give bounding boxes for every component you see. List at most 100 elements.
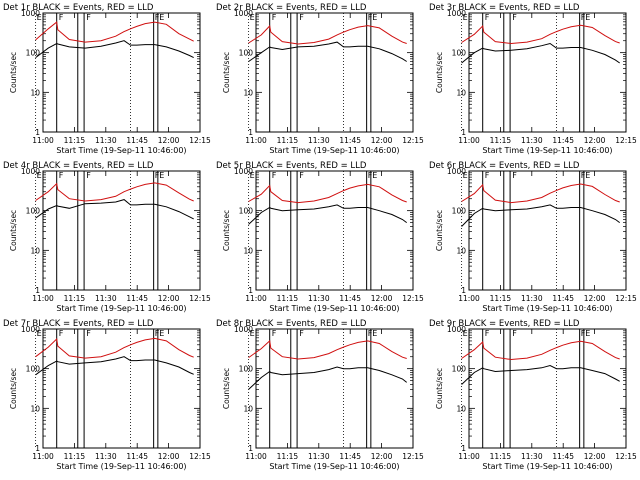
subplot-title: Det 6r BLACK = Events, RED = LLD (429, 161, 580, 171)
marker-label: F (86, 171, 91, 180)
x-tick-label: 11:45 (339, 136, 361, 145)
x-tick-label: 11:00 (458, 136, 480, 145)
marker-label: F (512, 171, 517, 180)
marker-label: F (59, 329, 64, 338)
x-tick-label: 12:00 (371, 294, 393, 303)
marker-label: F (299, 171, 304, 180)
marker-label: F (512, 13, 517, 22)
x-tick-label: 11:30 (308, 136, 330, 145)
marker-label: FE (368, 329, 378, 338)
series-lld-line (248, 339, 407, 360)
x-tick-label: 11:30 (95, 136, 117, 145)
y-tick-label: 1000 (21, 167, 40, 176)
series-lld-line (461, 183, 620, 204)
x-tick-label: 11:00 (245, 452, 267, 461)
y-tick-label: 10 (243, 88, 253, 97)
x-tick-label: 12:00 (584, 294, 606, 303)
x-tick-label: 11:15 (277, 294, 299, 303)
y-axis-label: Counts/sec (9, 210, 18, 251)
x-tick-label: 11:00 (32, 136, 54, 145)
y-tick-label: 1 (35, 128, 40, 137)
marker-label: FE (581, 171, 591, 180)
y-tick-label: 1000 (21, 325, 40, 334)
marker-label: F (59, 171, 64, 180)
series-lld-line (461, 24, 620, 45)
x-tick-label: 11:00 (245, 294, 267, 303)
x-tick-label: 12:15 (189, 452, 211, 461)
y-tick-label: 100 (239, 207, 254, 216)
marker-label: E (463, 13, 468, 22)
y-tick-label: 100 (239, 49, 254, 58)
plot-frame (468, 12, 627, 133)
subplot-title: Det 9r BLACK = Events, RED = LLD (429, 319, 580, 329)
x-tick-label: 11:45 (126, 136, 148, 145)
marker-label: E (250, 13, 255, 22)
x-tick-label: 11:45 (552, 136, 574, 145)
marker-label: F (272, 171, 277, 180)
marker-label: F (512, 329, 517, 338)
x-axis-label: Start Time (19-Sep-11 10:46:00) (56, 146, 186, 155)
series-lld-line (461, 340, 620, 361)
y-tick-label: 1000 (447, 325, 466, 334)
y-tick-label: 1000 (234, 167, 253, 176)
y-axis-label: Counts/sec (222, 52, 231, 93)
subplot-title: Det 2r BLACK = Events, RED = LLD (216, 3, 367, 13)
x-tick-label: 11:30 (521, 452, 543, 461)
plot-frame (42, 328, 201, 449)
x-tick-label: 11:00 (32, 452, 54, 461)
x-tick-label: 12:00 (158, 294, 180, 303)
x-tick-label: 11:15 (490, 294, 512, 303)
marker-label: F (299, 13, 304, 22)
x-tick-label: 12:00 (371, 136, 393, 145)
marker-label: FE (368, 171, 378, 180)
x-tick-label: 12:15 (615, 452, 637, 461)
series-events-line (35, 356, 194, 376)
y-tick-label: 1000 (447, 167, 466, 176)
x-tick-label: 11:15 (64, 136, 86, 145)
marker-label: E (37, 13, 42, 22)
y-tick-label: 1 (248, 444, 253, 453)
x-axis-label: Start Time (19-Sep-11 10:46:00) (482, 462, 612, 471)
subplot-4: Det 4r BLACK = Events, RED = LLD 1 10 100 10… (3, 161, 211, 313)
series-lld-line (35, 21, 194, 43)
subplot-title: Det 3r BLACK = Events, RED = LLD (429, 3, 580, 13)
y-axis-label: Counts/sec (435, 368, 444, 409)
subplot-3: Det 3r BLACK = Events, RED = LLD 1 10 100 10… (429, 3, 637, 155)
marker-label: F (485, 171, 490, 180)
x-tick-label: 11:15 (277, 452, 299, 461)
series-lld-line (35, 182, 194, 202)
y-tick-label: 1000 (21, 9, 40, 18)
marker-label: FE (155, 171, 165, 180)
y-tick-label: 10 (30, 88, 40, 97)
marker-label: FE (368, 13, 378, 22)
y-tick-label: 10 (456, 88, 466, 97)
marker-label: E (250, 329, 255, 338)
y-tick-label: 1 (461, 444, 466, 453)
plot-frame (42, 170, 201, 291)
x-tick-label: 11:15 (277, 136, 299, 145)
x-tick-label: 12:00 (584, 136, 606, 145)
series-events-line (248, 366, 408, 390)
x-axis-label: Start Time (19-Sep-11 10:46:00) (269, 146, 399, 155)
x-tick-label: 11:15 (490, 452, 512, 461)
marker-label: FE (581, 13, 591, 22)
marker-label: E (250, 171, 255, 180)
x-axis-label: Start Time (19-Sep-11 10:46:00) (269, 462, 399, 471)
x-tick-label: 12:15 (402, 136, 424, 145)
y-tick-label: 100 (452, 49, 467, 58)
y-tick-label: 1000 (447, 9, 466, 18)
y-axis-label: Counts/sec (222, 210, 231, 251)
y-tick-label: 100 (452, 207, 467, 216)
x-tick-label: 11:00 (245, 136, 267, 145)
plot-frame (468, 170, 627, 291)
x-tick-label: 12:00 (371, 452, 393, 461)
x-axis-label: Start Time (19-Sep-11 10:46:00) (482, 304, 612, 313)
y-tick-label: 10 (243, 404, 253, 413)
marker-label: F (86, 13, 91, 22)
y-tick-label: 1000 (234, 9, 253, 18)
x-tick-label: 11:30 (95, 294, 117, 303)
y-tick-label: 1 (35, 286, 40, 295)
marker-label: E (37, 329, 42, 338)
y-tick-label: 1000 (234, 325, 253, 334)
